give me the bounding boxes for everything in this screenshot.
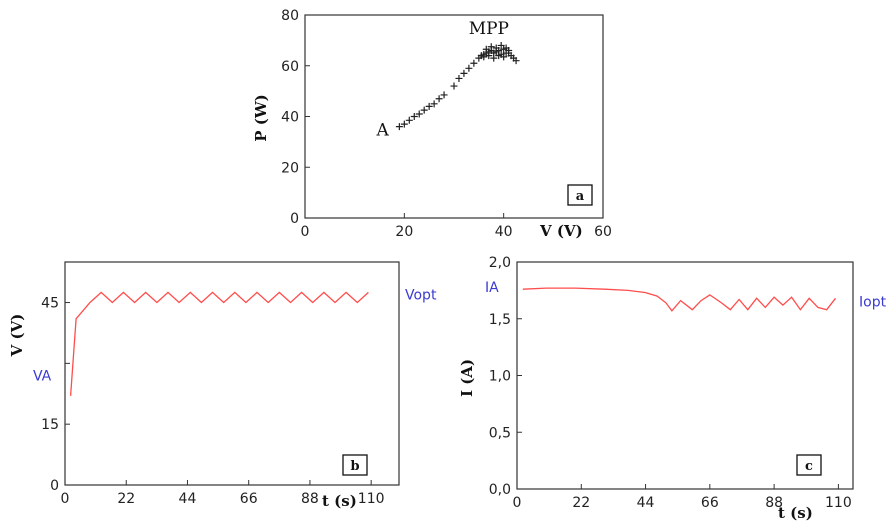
chart-c-xtick-label: 110 xyxy=(825,495,852,511)
chart-c-badge-label: c xyxy=(805,459,813,474)
chart-c-xlabel: t (s) xyxy=(778,504,813,522)
chart-a-point xyxy=(420,106,428,114)
chart-a-point xyxy=(480,53,488,61)
chart-a-point xyxy=(497,41,505,49)
chart-a-point xyxy=(395,123,403,131)
chart-a-point xyxy=(497,50,505,58)
chart-c-ytick-label: 1,0 xyxy=(489,369,511,385)
chart-c: 0 22 44 66 88 110 0,0 0,5 1,0 1,5 2,0 IA Iopt t (s… xyxy=(458,255,887,522)
chart-c-ytick-label: 1,5 xyxy=(489,312,511,328)
chart-b-xtick-label: 44 xyxy=(179,491,197,507)
chart-a-point xyxy=(435,95,443,103)
chart-b-frame xyxy=(64,261,400,486)
chart-a-ylabel: P (W) xyxy=(252,94,270,142)
chart-c-xtick-label: 66 xyxy=(701,495,719,511)
chart-a-point xyxy=(487,43,495,51)
chart-a-point xyxy=(470,59,478,67)
chart-b-xlabel: t (s) xyxy=(322,492,357,510)
chart-b-line xyxy=(69,291,369,396)
chart-c-ylabel: I (A) xyxy=(458,359,476,397)
chart-b-ylabel: V (V) xyxy=(8,314,26,358)
chart-a-ytick-label: 0 xyxy=(290,211,299,227)
chart-c-ytick-label: 2,0 xyxy=(489,255,511,271)
chart-a-point xyxy=(465,64,473,72)
chart-a-point xyxy=(440,91,448,99)
chart-a-point xyxy=(425,102,433,110)
chart-b-xtick-label: 110 xyxy=(358,491,385,507)
chart-a-ytick-label: 20 xyxy=(281,160,299,176)
chart-b-badge xyxy=(342,454,368,476)
chart-a-point xyxy=(430,100,438,108)
chart-c-series-line xyxy=(522,287,837,312)
chart-a-point xyxy=(415,110,423,118)
chart-a-annotation-mpp: MPP xyxy=(469,19,509,39)
chart-a-point xyxy=(405,116,413,124)
chart-b-xtick-label: 0 xyxy=(61,491,70,507)
chart-c-xtick-label: 88 xyxy=(765,495,783,511)
chart-b-ytick-label: 45 xyxy=(41,296,59,312)
chart-a-point xyxy=(460,69,468,77)
chart-c-annotation-iopt: Iopt xyxy=(859,295,887,311)
chart-a-point xyxy=(482,45,490,53)
chart-a-ticks: 0 20 40 60 0 20 40 60 80 xyxy=(281,8,612,240)
chart-c-ytick-label: 0,0 xyxy=(489,482,511,498)
chart-b-series-line xyxy=(69,291,369,396)
chart-a-point xyxy=(490,54,498,62)
chart-b-annotation-vopt: Vopt xyxy=(405,287,437,303)
chart-b-ytick-label: 0 xyxy=(50,478,59,494)
chart-a-point xyxy=(450,82,458,90)
chart-b: 0 22 44 66 88 110 0 15 45 VA Vopt t (s) V (V) b xyxy=(8,261,437,510)
chart-b-ticks: 0 22 44 66 88 110 0 15 45 xyxy=(41,296,384,507)
chart-a-xtick-label: 20 xyxy=(395,224,413,240)
chart-a-badge-label: a xyxy=(576,189,585,204)
chart-a-point xyxy=(502,49,510,57)
chart-a-point xyxy=(485,52,493,60)
chart-a-xtick-label: 0 xyxy=(301,224,310,240)
chart-b-ytick-label: 15 xyxy=(41,417,59,433)
chart-a-xtick-label: 60 xyxy=(594,224,612,240)
chart-a-xtick-label: 40 xyxy=(495,224,513,240)
chart-c-badge xyxy=(796,454,822,476)
chart-a: 0 20 40 60 0 20 40 60 80 A MPP V (V) P (W) a xyxy=(252,8,612,240)
chart-c-xtick-label: 0 xyxy=(513,495,522,511)
chart-c-annotation-ia: IA xyxy=(485,280,499,296)
chart-c-xtick-label: 22 xyxy=(572,495,590,511)
chart-c-ytick-label: 0,5 xyxy=(489,425,511,441)
chart-a-frame xyxy=(304,14,604,219)
chart-b-xtick-label: 22 xyxy=(117,491,135,507)
chart-b-xtick-label: 66 xyxy=(240,491,258,507)
chart-a-point xyxy=(410,113,418,120)
chart-a-point xyxy=(492,48,500,56)
chart-a-points xyxy=(395,41,520,131)
chart-a-badge xyxy=(567,184,593,206)
chart-c-ticks: 0 22 44 66 88 110 0,0 0,5 1,0 1,5 2,0 xyxy=(489,255,852,511)
chart-a-point xyxy=(400,120,408,128)
chart-a-point xyxy=(455,74,463,82)
chart-b-xtick-label: 88 xyxy=(301,491,319,507)
chart-a-ytick-label: 40 xyxy=(281,110,299,126)
chart-a-xlabel: V (V) xyxy=(539,222,583,240)
chart-a-ytick-label: 60 xyxy=(281,59,299,75)
chart-c-line xyxy=(522,287,837,312)
chart-b-annotation-va: VA xyxy=(33,369,52,385)
chart-a-ytick-label: 80 xyxy=(281,8,299,24)
chart-a-annotation-a: A xyxy=(375,121,389,141)
chart-c-xtick-label: 44 xyxy=(637,495,655,511)
chart-a-point xyxy=(512,57,520,65)
chart-b-badge-label: b xyxy=(350,459,359,474)
